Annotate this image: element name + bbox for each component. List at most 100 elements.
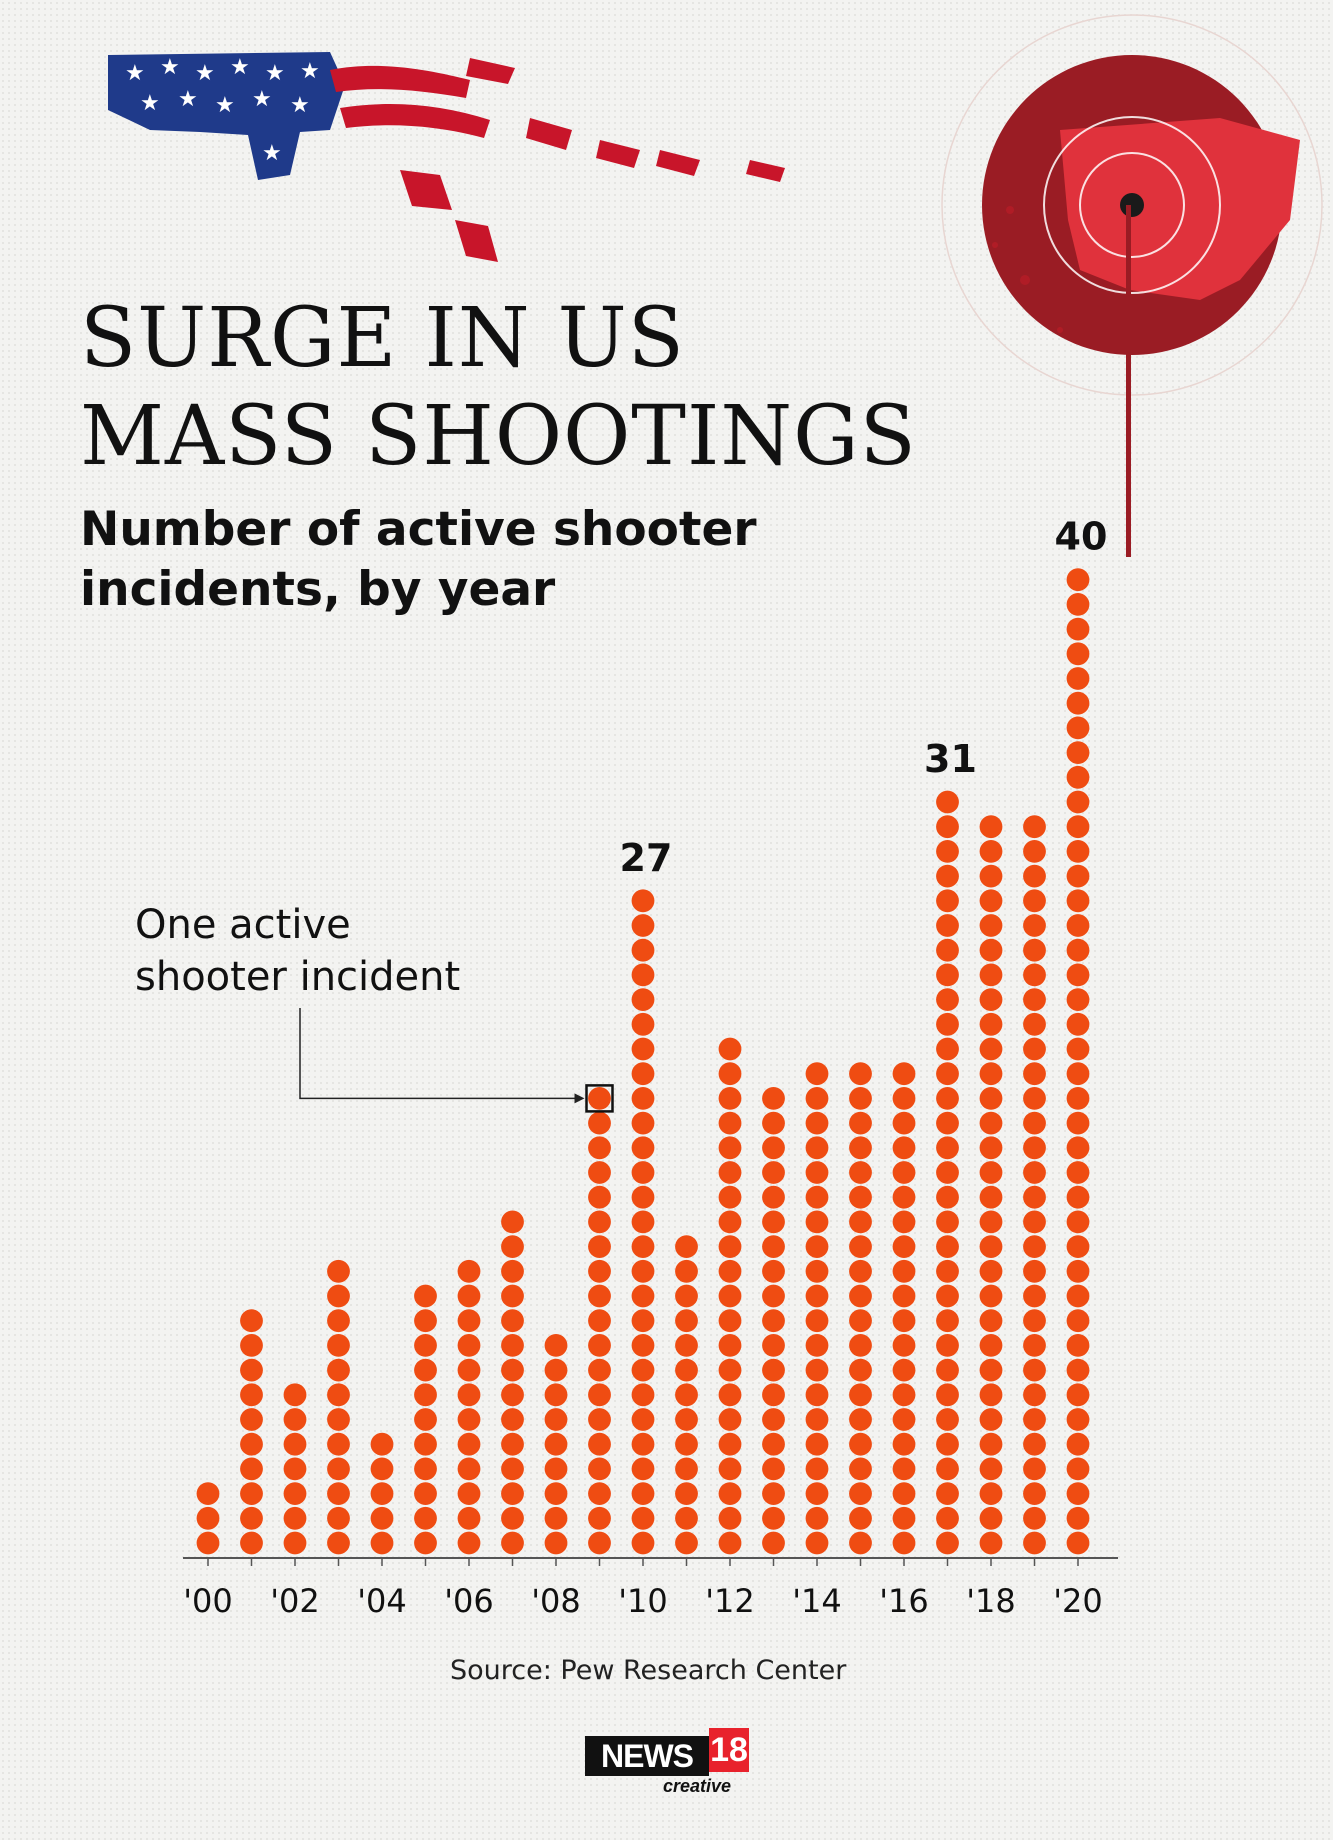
dot-2014-2 bbox=[805, 1506, 829, 1530]
page-title: SURGE IN US MASS SHOOTINGS bbox=[80, 290, 1080, 486]
dot-2019-6 bbox=[1023, 1408, 1046, 1431]
dot-2005-9 bbox=[414, 1334, 437, 1357]
dot-2013-12 bbox=[762, 1259, 785, 1283]
dot-2012-4 bbox=[718, 1457, 742, 1481]
dot-2017-26 bbox=[936, 914, 959, 937]
svg-text:★: ★ bbox=[125, 61, 145, 86]
dot-2020-13 bbox=[1066, 1235, 1090, 1258]
dot-2020-39 bbox=[1066, 593, 1090, 616]
dot-2009-5 bbox=[588, 1432, 611, 1456]
dot-2012-2 bbox=[718, 1506, 742, 1530]
dot-2020-36 bbox=[1066, 667, 1090, 690]
dot-2020-40 bbox=[1066, 568, 1090, 592]
value-label-2017: 31 bbox=[924, 737, 977, 781]
dot-2005-10 bbox=[414, 1309, 437, 1333]
dot-2011-10 bbox=[675, 1309, 698, 1333]
dot-2017-18 bbox=[936, 1111, 959, 1135]
dot-2003-9 bbox=[327, 1334, 350, 1357]
x-tick-label-2010: '10 bbox=[618, 1582, 668, 1620]
dot-2019-19 bbox=[1023, 1087, 1046, 1110]
svg-text:★: ★ bbox=[290, 93, 310, 118]
dot-2017-7 bbox=[936, 1383, 959, 1407]
dot-2017-13 bbox=[936, 1235, 959, 1258]
dot-2004-2 bbox=[370, 1506, 394, 1530]
dot-2009-18 bbox=[588, 1111, 611, 1135]
dot-2019-8 bbox=[1023, 1358, 1046, 1382]
dot-2019-10 bbox=[1023, 1309, 1046, 1333]
dot-2018-30 bbox=[979, 815, 1003, 839]
dot-2017-10 bbox=[936, 1309, 959, 1333]
dot-2015-5 bbox=[849, 1432, 872, 1456]
dot-2001-4 bbox=[240, 1457, 263, 1481]
svg-text:★: ★ bbox=[252, 87, 272, 112]
dot-2016-1 bbox=[892, 1531, 916, 1555]
dot-2019-28 bbox=[1023, 864, 1046, 888]
dot-2010-24 bbox=[631, 963, 655, 987]
dot-2013-14 bbox=[762, 1210, 785, 1234]
dot-2014-17 bbox=[805, 1136, 829, 1160]
dot-2018-5 bbox=[979, 1432, 1003, 1456]
dot-2018-25 bbox=[979, 938, 1003, 962]
x-tick-label-2004: '04 bbox=[357, 1582, 407, 1620]
dot-2009-12 bbox=[588, 1259, 611, 1283]
dot-2001-2 bbox=[240, 1506, 263, 1530]
dot-2007-4 bbox=[501, 1457, 524, 1481]
dot-2004-3 bbox=[370, 1482, 394, 1505]
dot-2016-12 bbox=[892, 1259, 916, 1283]
dot-2020-18 bbox=[1066, 1111, 1090, 1135]
dot-2018-14 bbox=[979, 1210, 1003, 1234]
dot-2003-11 bbox=[327, 1284, 350, 1308]
dot-2020-5 bbox=[1066, 1432, 1090, 1456]
dot-2009-19 bbox=[588, 1087, 611, 1110]
annotation-leader-line bbox=[299, 1008, 576, 1100]
dot-2008-7 bbox=[544, 1383, 568, 1407]
dot-2020-9 bbox=[1066, 1334, 1090, 1357]
svg-text:★: ★ bbox=[300, 59, 320, 84]
title-line-1: SURGE IN US bbox=[80, 291, 685, 386]
dot-2010-26 bbox=[631, 914, 655, 937]
svg-text:★: ★ bbox=[195, 61, 215, 86]
dot-2001-5 bbox=[240, 1432, 263, 1456]
dot-2020-24 bbox=[1066, 963, 1090, 987]
dot-2016-15 bbox=[892, 1185, 916, 1209]
dot-2019-29 bbox=[1023, 840, 1046, 863]
dot-2019-12 bbox=[1023, 1259, 1046, 1283]
dot-2011-8 bbox=[675, 1358, 698, 1382]
value-label-2010: 27 bbox=[620, 836, 673, 880]
dot-2010-3 bbox=[631, 1482, 655, 1505]
svg-text:★: ★ bbox=[160, 55, 180, 80]
dot-2018-11 bbox=[979, 1284, 1003, 1308]
dot-2019-3 bbox=[1023, 1482, 1046, 1505]
dot-2014-20 bbox=[805, 1062, 829, 1086]
dot-2015-2 bbox=[849, 1506, 872, 1530]
dot-2008-5 bbox=[544, 1432, 568, 1456]
dot-2007-10 bbox=[501, 1309, 524, 1333]
dot-2012-21 bbox=[718, 1037, 742, 1061]
dot-2020-6 bbox=[1066, 1408, 1090, 1431]
dot-2016-9 bbox=[892, 1334, 916, 1357]
dot-2018-21 bbox=[979, 1037, 1003, 1061]
dot-2003-3 bbox=[327, 1482, 350, 1505]
dot-2016-5 bbox=[892, 1432, 916, 1456]
flag-stars: ★ ★ ★ ★ ★ ★ ★ ★ ★ ★ ★ ★ bbox=[125, 55, 320, 166]
dot-2020-15 bbox=[1066, 1185, 1090, 1209]
dot-2002-3 bbox=[283, 1482, 307, 1505]
dot-2000-1 bbox=[196, 1531, 220, 1555]
dot-2006-2 bbox=[457, 1506, 481, 1530]
annotation-line-1: One active bbox=[135, 902, 351, 948]
dot-2020-17 bbox=[1066, 1136, 1090, 1160]
dot-2001-10 bbox=[240, 1309, 263, 1333]
dot-2020-1 bbox=[1066, 1531, 1090, 1555]
dot-2020-22 bbox=[1066, 1012, 1090, 1036]
dot-2005-8 bbox=[414, 1358, 437, 1382]
dot-2013-10 bbox=[762, 1309, 785, 1333]
dot-2001-9 bbox=[240, 1334, 263, 1357]
dot-2012-15 bbox=[718, 1185, 742, 1209]
dot-2003-5 bbox=[327, 1432, 350, 1456]
dot-2010-9 bbox=[631, 1334, 655, 1357]
value-label-2020: 40 bbox=[1055, 515, 1108, 559]
dot-2014-8 bbox=[805, 1358, 829, 1382]
logo-number: 18 bbox=[709, 1728, 749, 1772]
dot-2010-20 bbox=[631, 1062, 655, 1086]
